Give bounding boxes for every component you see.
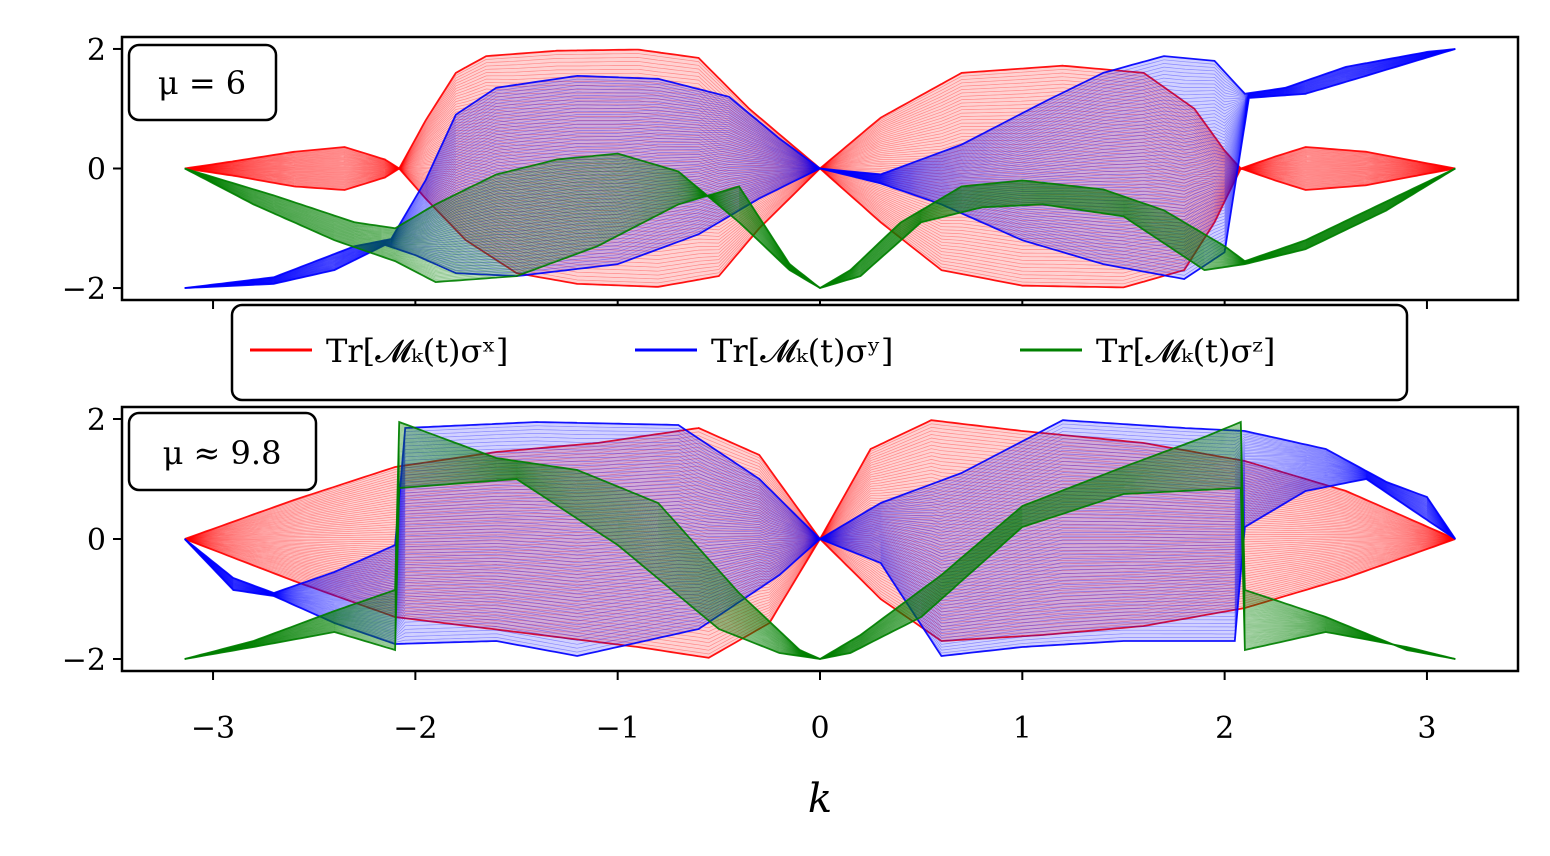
bottom-curve-x — [184, 498, 1456, 540]
bottom-curve-x — [184, 511, 1456, 540]
top-curve-x — [184, 68, 1456, 169]
top-curve-x — [184, 57, 1456, 169]
top-curve-x — [184, 158, 1456, 195]
top-y-tick-label: 2 — [87, 33, 106, 68]
bottom-x-tick-label: 2 — [1215, 711, 1234, 746]
top-curve-x — [184, 156, 1456, 192]
bottom-band-fill-z — [184, 422, 1456, 659]
top-y-tick-label: 0 — [87, 153, 106, 188]
top-curve-x — [184, 143, 1456, 178]
top-curve-x — [184, 166, 1456, 204]
bottom-panel: −3 −2 −1 0 1 2 3 −2 0 2 μ ≈ 9.8 k — [62, 403, 1520, 822]
bottom-x-tick-label: 1 — [1013, 711, 1032, 746]
bottom-curve-y — [184, 476, 1456, 622]
top-edge-z-upper — [184, 152, 1456, 290]
bottom-curve-x — [184, 520, 1456, 550]
top-y-tick-label: −2 — [62, 272, 106, 307]
bottom-curve-x — [184, 504, 1456, 540]
x-axis-label: k — [808, 776, 832, 822]
bottom-x-tick-label: 3 — [1417, 711, 1436, 746]
bottom-x-tick-label: −2 — [393, 711, 437, 746]
bottom-curve-x — [184, 483, 1456, 540]
top-edge-y-lower — [184, 48, 1456, 289]
bottom-x-tick-label: −3 — [191, 711, 235, 746]
bottom-curve-x — [184, 527, 1456, 561]
top-edge-x-upper — [184, 48, 1456, 170]
bottom-y-tick-label: 0 — [87, 523, 106, 558]
bottom-curve-x — [184, 487, 1456, 540]
top-curve-x — [184, 53, 1456, 169]
legend-frame — [230, 303, 1409, 402]
top-curve-x — [184, 148, 1456, 184]
bottom-edge-z-lower — [184, 478, 1456, 660]
top-curve-x — [184, 161, 1456, 198]
bottom-annotation: μ ≈ 9.8 — [163, 434, 282, 472]
bottom-curve-x — [184, 501, 1456, 540]
bottom-curve-x — [184, 494, 1456, 540]
bottom-ticks: −3 −2 −1 0 1 2 3 −2 0 2 — [62, 403, 1437, 746]
top-curve-x — [184, 128, 1456, 170]
bottom-curve-x — [184, 513, 1456, 542]
top-curve-x — [184, 137, 1456, 173]
bottom-edge-y-lower — [184, 478, 1456, 657]
top-band-fill-z — [184, 153, 1456, 288]
top-series-z — [184, 152, 1456, 290]
legend-item-y: Tr[𝓜ₖ(t)σʸ] — [635, 332, 893, 370]
top-curve-x — [184, 168, 1456, 277]
top-curve-x — [184, 64, 1456, 169]
bottom-curve-x — [184, 525, 1456, 557]
legend-item-z: Tr[𝓜ₖ(t)σᶻ] — [1020, 332, 1275, 370]
top-plot-area — [184, 48, 1456, 290]
bottom-curve-y — [184, 462, 1456, 595]
top-band-fill-y — [184, 49, 1456, 288]
top-curve-x — [184, 168, 1456, 281]
top-curve-x — [184, 150, 1456, 187]
top-curve-x — [184, 140, 1456, 175]
legend-label-y: Tr[𝓜ₖ(t)σʸ] — [711, 332, 893, 370]
top-curve-x — [184, 131, 1456, 171]
bottom-curve-x — [184, 509, 1456, 540]
bottom-curve-x — [184, 491, 1456, 540]
top-curve-x — [184, 49, 1456, 169]
top-curve-x — [184, 145, 1456, 181]
top-curve-x — [184, 164, 1456, 201]
legend-item-x: Tr[𝓜ₖ(t)σˣ] — [250, 332, 508, 370]
top-annotation: μ = 6 — [158, 64, 246, 102]
top-panel: −2 0 2 μ = 6 — [62, 33, 1520, 309]
top-curve-x — [184, 153, 1456, 189]
bottom-curve-x — [184, 506, 1456, 540]
bottom-x-tick-label: 0 — [810, 711, 829, 746]
bottom-curve-x — [184, 530, 1456, 565]
bottom-curve-x — [184, 523, 1456, 554]
bottom-plot-area — [184, 419, 1457, 661]
bottom-curve-x — [184, 516, 1456, 544]
top-annotation-box: μ = 6 — [127, 43, 278, 122]
bottom-curve-x — [184, 518, 1456, 547]
legend: Tr[𝓜ₖ(t)σˣ] Tr[𝓜ₖ(t)σʸ] Tr[𝓜ₖ(t)σᶻ] — [230, 303, 1409, 402]
top-curve-x — [184, 72, 1456, 169]
bottom-band-fill-y — [184, 420, 1456, 656]
top-curve-x — [184, 168, 1456, 206]
top-curve-x — [184, 61, 1456, 169]
bottom-y-tick-label: −2 — [62, 643, 106, 678]
bottom-series-z — [184, 420, 1456, 661]
top-edge-z-lower — [184, 167, 1456, 289]
top-edge-x-lower — [184, 167, 1456, 289]
bottom-x-tick-label: −1 — [596, 711, 640, 746]
legend-label-z: Tr[𝓜ₖ(t)σᶻ] — [1096, 332, 1275, 370]
bottom-annotation-box: μ ≈ 9.8 — [127, 411, 318, 492]
bottom-curve-y — [184, 474, 1456, 613]
bottom-y-tick-label: 2 — [87, 403, 106, 438]
legend-label-x: Tr[𝓜ₖ(t)σˣ] — [326, 332, 508, 370]
bottom-curve-y — [184, 465, 1456, 597]
bottom-curve-y — [184, 472, 1456, 607]
top-curve-x — [184, 134, 1456, 172]
